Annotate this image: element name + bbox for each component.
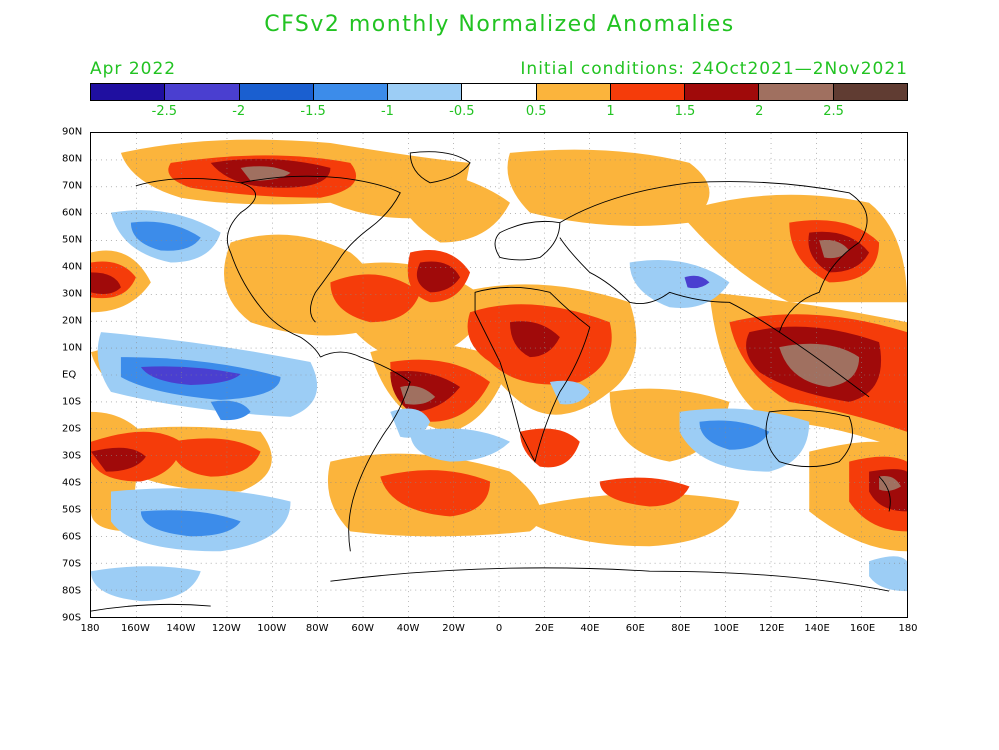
colorbar-swatch — [610, 84, 686, 100]
longitude-label: 80W — [305, 623, 329, 634]
colorbar-label: 2.5 — [823, 104, 844, 119]
colorbar-swatch — [239, 84, 314, 100]
anomaly-negative-strong — [140, 275, 710, 385]
colorbar-label: -1.5 — [300, 104, 326, 119]
colorbar-label: 1.5 — [674, 104, 696, 119]
latitude-label: 30S — [62, 450, 82, 462]
latitude-label: 90S — [62, 612, 82, 624]
colorbar-swatch — [685, 84, 760, 100]
latitude-label: 70S — [62, 558, 82, 570]
latitude-label: EQ — [62, 369, 77, 381]
longitude-label: 160E — [849, 623, 876, 634]
latitude-label: 80N — [62, 153, 83, 165]
colorbar-label: -2 — [232, 104, 246, 119]
longitude-label: 40E — [580, 623, 600, 634]
longitude-label: 140W — [166, 623, 196, 634]
colorbar-label: -0.5 — [449, 104, 475, 119]
colorbar-swatch — [388, 84, 463, 100]
colorbar-label: -1 — [380, 104, 394, 119]
longitude-label: 140E — [804, 623, 830, 634]
latitude-label: 40N — [62, 261, 83, 273]
latitude-label: 30N — [62, 288, 83, 300]
latitude-label: 20N — [62, 315, 83, 327]
colorbar-labels: -2.5 -2 -1.5 -1 -0.5 0.5 1 1.5 2 2.5 — [0, 104, 999, 122]
map-title: CFSv2 monthly Normalized Anomalies — [264, 12, 735, 37]
latitude-label: 60S — [62, 531, 82, 543]
valid-month: Apr 2022 — [90, 59, 177, 79]
latitude-label: 70N — [62, 180, 83, 192]
colorbar-swatch — [462, 84, 537, 100]
anomaly-map — [90, 132, 908, 618]
colorbar-label: 1 — [606, 104, 615, 119]
colorbar-swatch — [759, 84, 834, 100]
longitude-label: 100W — [257, 623, 287, 634]
latitude-label: 10N — [62, 342, 83, 354]
colorbar-swatch — [833, 84, 907, 100]
latitude-label: 10S — [62, 396, 82, 408]
colorbar-swatch — [165, 84, 240, 100]
longitude-label: 20W — [442, 623, 465, 634]
longitude-label: 80E — [671, 623, 691, 634]
latitude-label: 80S — [62, 585, 82, 597]
longitude-label: 60E — [625, 623, 645, 634]
colorbar-swatch — [313, 84, 389, 100]
colorbar-label: -2.5 — [151, 104, 178, 119]
longitude-label: 180 — [80, 623, 100, 634]
latitude-label: 90N — [62, 126, 83, 138]
colorbar-swatch — [91, 84, 166, 100]
coastlines — [91, 151, 891, 612]
colorbar-label: 0.5 — [525, 104, 547, 119]
latitude-label: 50N — [62, 234, 83, 246]
longitude-label: 100E — [713, 623, 739, 634]
longitude-label: 20E — [534, 623, 554, 634]
latitude-label: 20S — [62, 423, 82, 435]
longitude-label: 60W — [351, 623, 374, 634]
longitude-label: 120E — [758, 623, 785, 634]
longitude-label: 40W — [396, 623, 420, 634]
longitude-label: 0 — [495, 623, 503, 634]
colorbar-label: 2 — [755, 104, 764, 119]
anomaly-field — [91, 133, 907, 617]
colorbar-swatch — [536, 84, 611, 100]
longitude-label: 180 — [898, 623, 918, 634]
graticule — [91, 133, 907, 617]
initial-conditions: Initial conditions: 24Oct2021—2Nov2021 — [520, 59, 908, 79]
latitude-label: 50S — [62, 504, 82, 516]
latitude-label: 60N — [62, 207, 83, 219]
colorbar — [90, 83, 908, 101]
longitude-label: 160W — [120, 623, 150, 634]
latitude-label: 40S — [62, 477, 82, 489]
longitude-label: 120W — [211, 623, 241, 634]
